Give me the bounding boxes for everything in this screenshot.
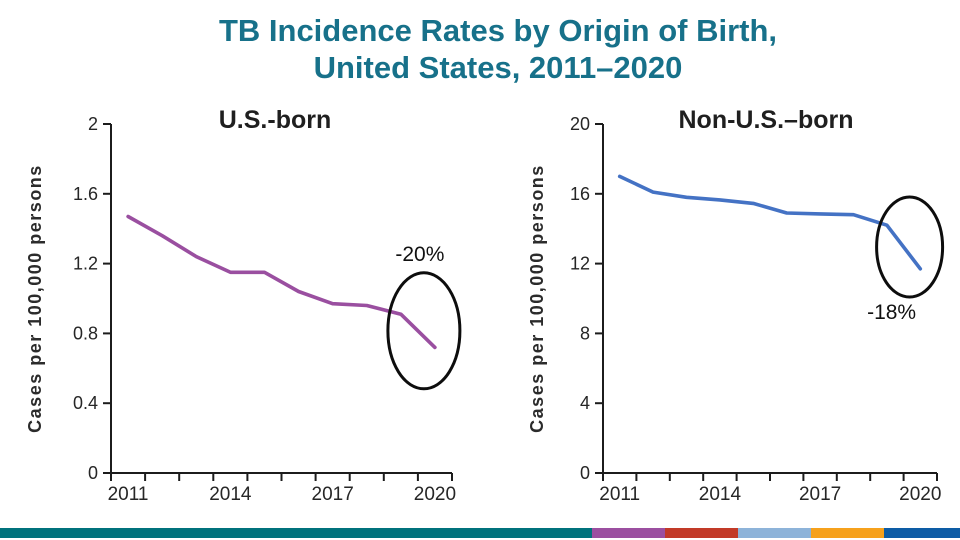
- x-tick-label: 2020: [414, 484, 456, 505]
- y-tick-label: 20: [570, 114, 590, 134]
- footer-bar-segment-2: [592, 528, 665, 538]
- y-tick-label: 8: [580, 323, 590, 343]
- y-tick-label: 16: [570, 184, 590, 204]
- y-axis-title: Cases per 100,000 persons: [25, 164, 45, 433]
- callout-ellipse: [386, 271, 462, 391]
- callout-label: -18%: [867, 301, 916, 324]
- y-tick-label: 0: [88, 463, 98, 483]
- y-axis-title: Cases per 100,000 persons: [527, 164, 547, 433]
- trend-line: [617, 174, 923, 271]
- trend-line: [126, 214, 437, 350]
- y-tick-label: 2: [88, 114, 98, 134]
- footer-bar-segment-5: [811, 528, 884, 538]
- x-tick-label: 2020: [899, 484, 941, 505]
- page-title-line1: TB Incidence Rates by Origin of Birth,: [218, 13, 778, 48]
- footer-bar-segment-4: [738, 528, 811, 538]
- x-tick-label: 2014: [699, 484, 742, 505]
- chart-non-us-born: Non-U.S.–born Cases per 100,000 persons 0 4…: [527, 106, 945, 505]
- page-title-line2: United States, 2011–2020: [313, 50, 683, 85]
- y-tick-label: 0.4: [73, 393, 98, 413]
- chart-title: Non-U.S.–born: [679, 106, 854, 134]
- y-tick-label: 0: [580, 463, 590, 483]
- y-tick-label: 4: [580, 393, 590, 413]
- chart-title: U.S.-born: [219, 106, 332, 134]
- x-tick-label: 2017: [799, 484, 841, 505]
- page-title: TB Incidence Rates by Origin of Birth, U…: [0, 12, 960, 86]
- callout-label: -20%: [395, 243, 444, 266]
- callout-ellipse: [875, 195, 945, 299]
- x-tick-label: 2014: [209, 484, 252, 505]
- footer-bar-segment-1: [0, 528, 592, 538]
- y-tick-label: 12: [570, 254, 590, 274]
- y-tick-label: 1.6: [73, 184, 98, 204]
- footer-bar-segment-3: [665, 528, 738, 538]
- y-tick-label: 1.2: [73, 254, 98, 274]
- y-tick-label: 0.8: [73, 323, 98, 343]
- x-tick-label: 2011: [599, 484, 640, 505]
- x-tick-label: 2017: [312, 484, 354, 505]
- x-tick-label: 2011: [108, 484, 149, 505]
- footer-bar-segment-6: [884, 528, 960, 538]
- footer-color-bar: [0, 528, 960, 538]
- chart-us-born: U.S.-born Cases per 100,000 persons 0 0.4 0.…: [25, 106, 462, 505]
